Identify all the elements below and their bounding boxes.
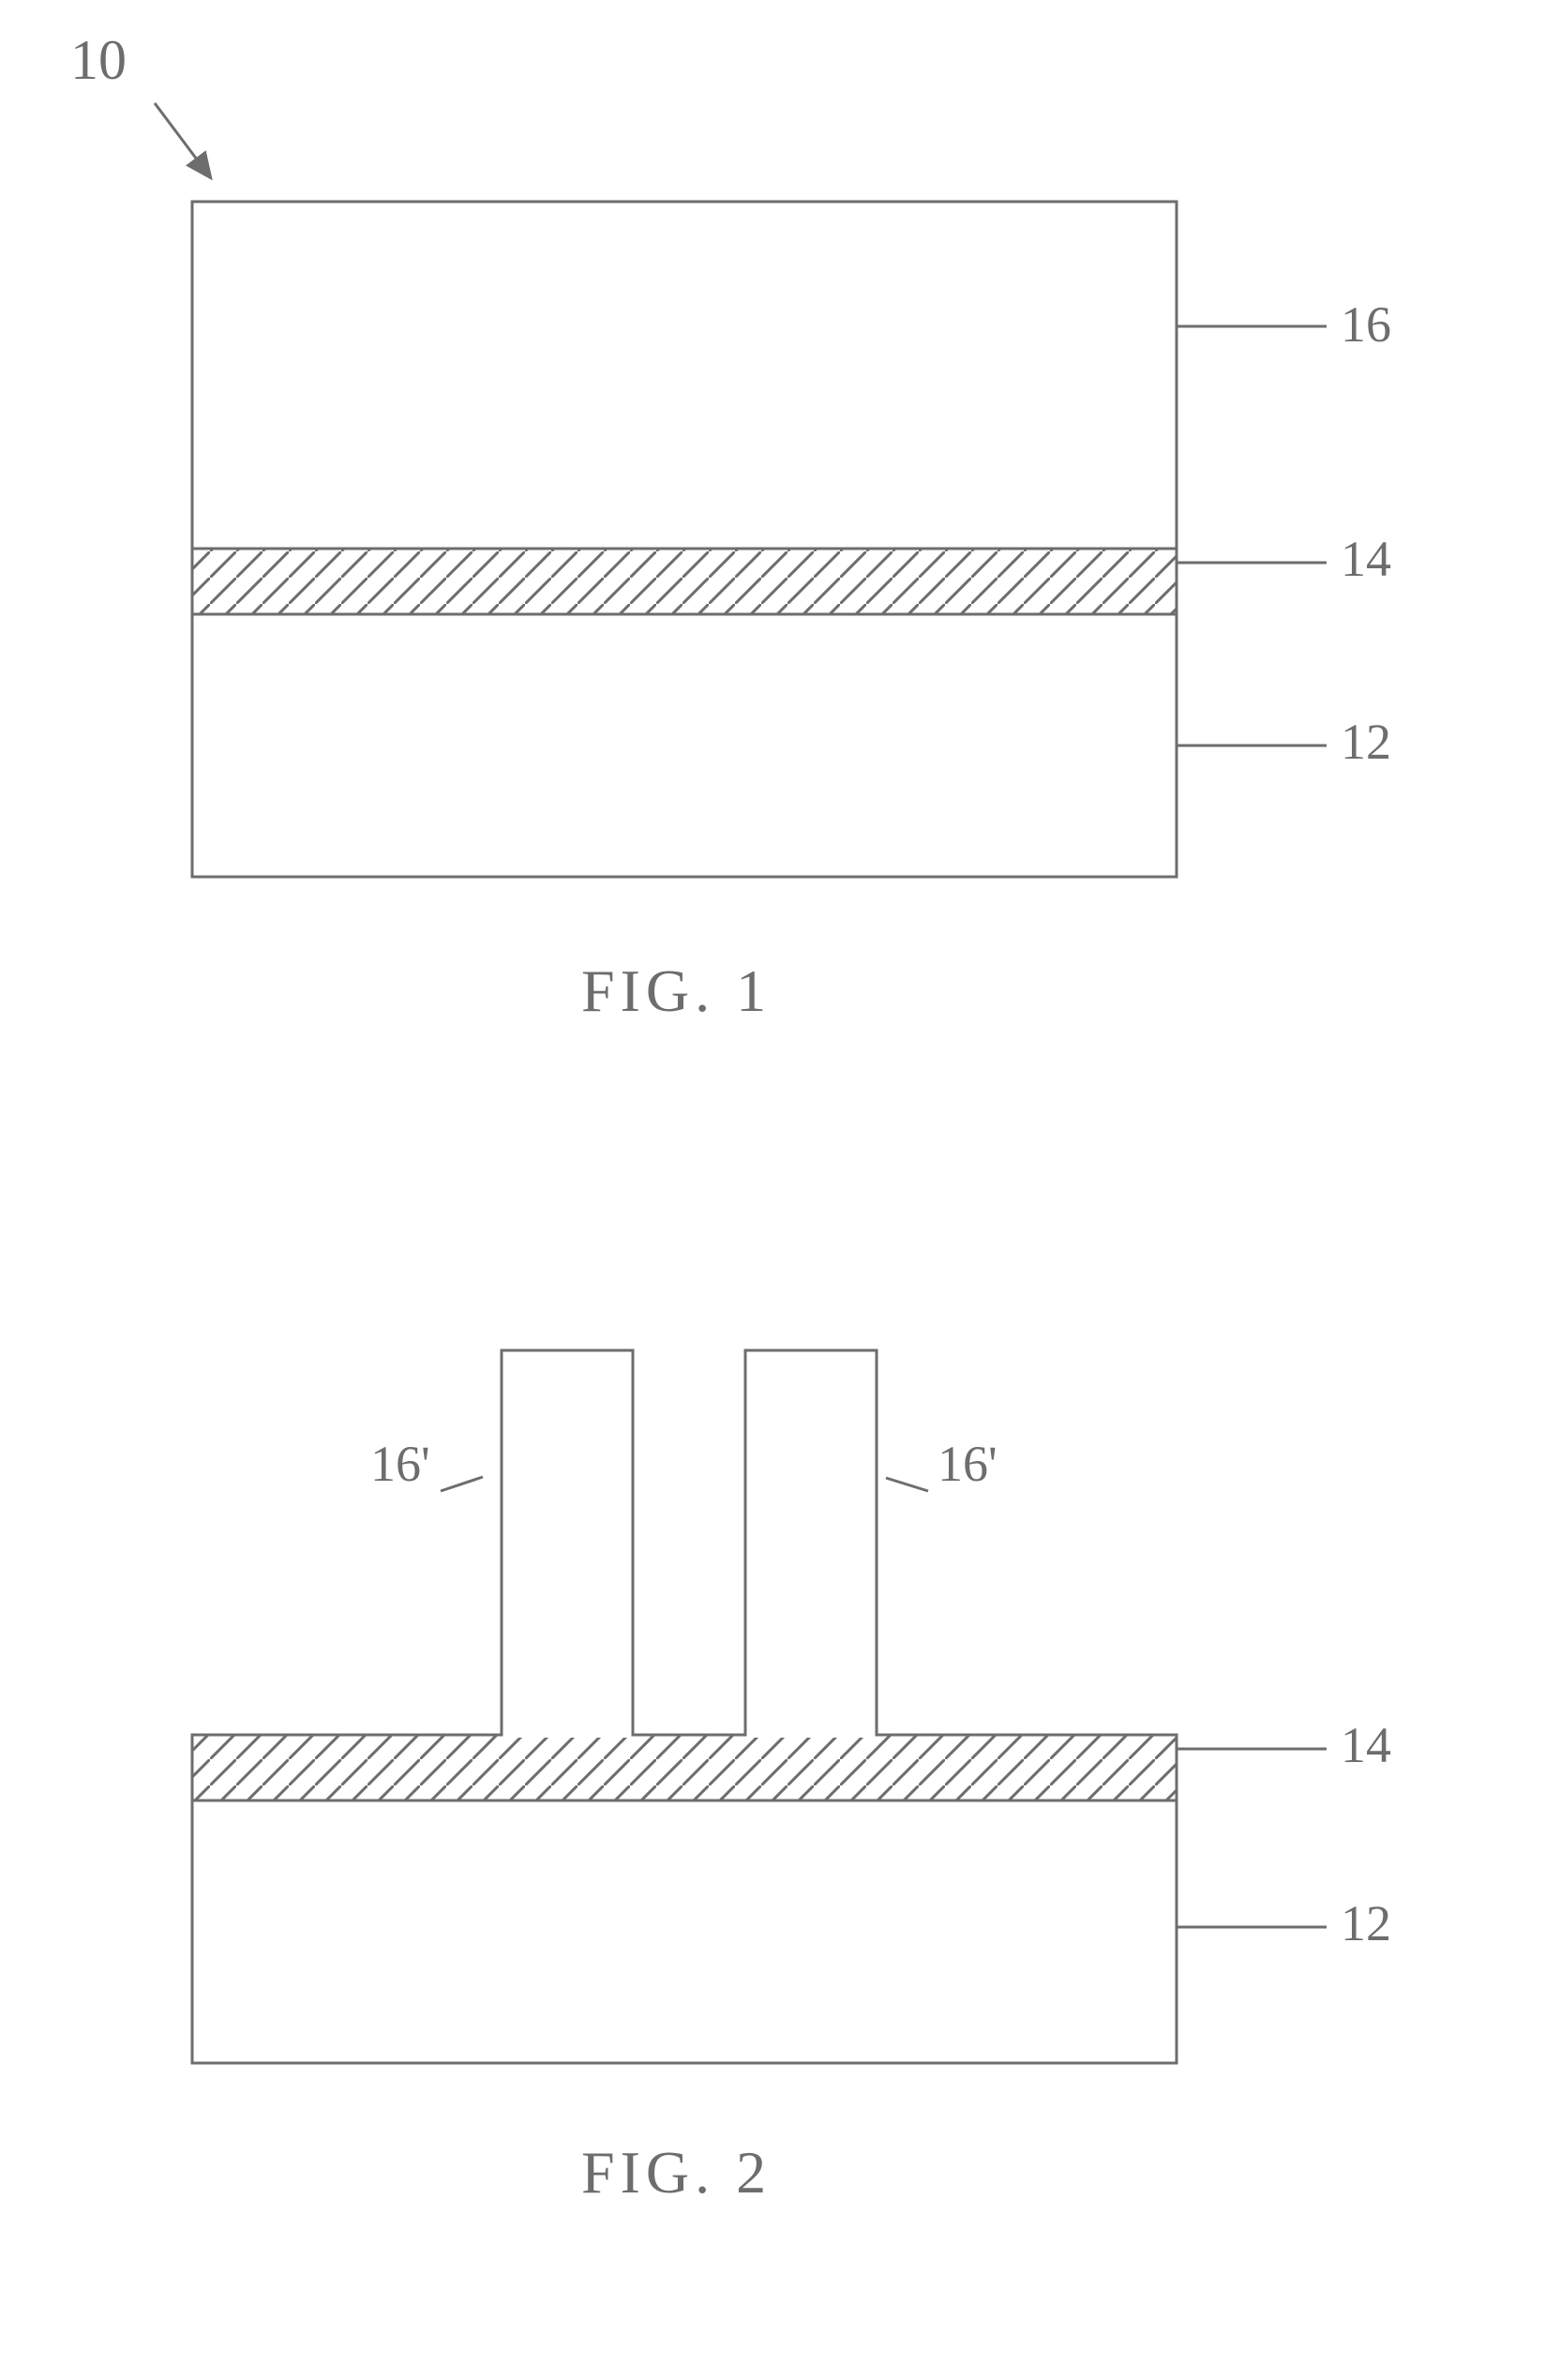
fig2-fin-leader-0	[441, 1477, 483, 1491]
fig1-ref-label: 10	[70, 28, 127, 93]
fig2-caption: FIG. 2	[581, 2138, 772, 2207]
fig1-label-14: 14	[1341, 530, 1391, 588]
fig2-label-14: 14	[1341, 1716, 1391, 1774]
fig1-label-12: 12	[1341, 713, 1391, 771]
fig2-fin-label-0: 16'	[370, 1435, 430, 1493]
fig2-fin-leader-1	[886, 1478, 928, 1491]
fig2-label-12: 12	[1341, 1894, 1391, 1952]
diagram-canvas	[0, 0, 1545, 2380]
fig1-ref-arrow	[155, 103, 211, 178]
fig2-fin-fill-0	[503, 1350, 632, 1738]
fig2-layer-bottom	[192, 1800, 1177, 2063]
fig1-caption: FIG. 1	[581, 957, 772, 1026]
fig1-layer-bottom	[192, 614, 1177, 877]
fig1-layer-middle	[192, 549, 1177, 614]
fig1-layer-top	[192, 202, 1177, 549]
fig2-layer-middle	[192, 1735, 1177, 1800]
fig2-fin-fill-1	[747, 1350, 876, 1738]
fig2-fin-label-1: 16'	[938, 1435, 998, 1493]
fig1-label-16: 16	[1341, 295, 1391, 354]
